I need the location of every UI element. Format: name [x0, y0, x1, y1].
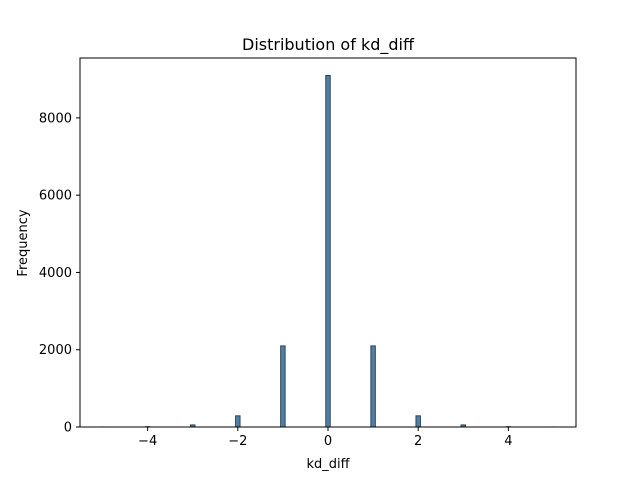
histogram-bar [235, 415, 241, 428]
y-ticks-group: 0 2000 4000 6000 8000 [39, 111, 80, 436]
chart-title: Distribution of kd_diff [242, 35, 415, 55]
y-tick-label: 6000 [39, 189, 72, 204]
histogram-bar [325, 74, 331, 428]
y-tick-label: 8000 [39, 111, 72, 126]
x-ticks-group: −4 −2 0 2 4 [138, 427, 513, 449]
x-axis-label: kd_diff [306, 457, 350, 472]
histogram-bar [415, 415, 421, 428]
y-tick-label: 2000 [39, 343, 72, 358]
histogram-bar [370, 345, 376, 428]
histogram-bar [280, 345, 286, 428]
x-tick-label: −2 [228, 434, 247, 449]
x-tick-label: 0 [324, 434, 332, 449]
y-axis-label: Frequency [16, 209, 31, 276]
x-tick-label: −4 [138, 434, 157, 449]
x-tick-label: 2 [414, 434, 422, 449]
y-tick-label: 4000 [39, 266, 72, 281]
x-tick-label: 4 [504, 434, 512, 449]
y-tick-label: 0 [64, 421, 72, 436]
